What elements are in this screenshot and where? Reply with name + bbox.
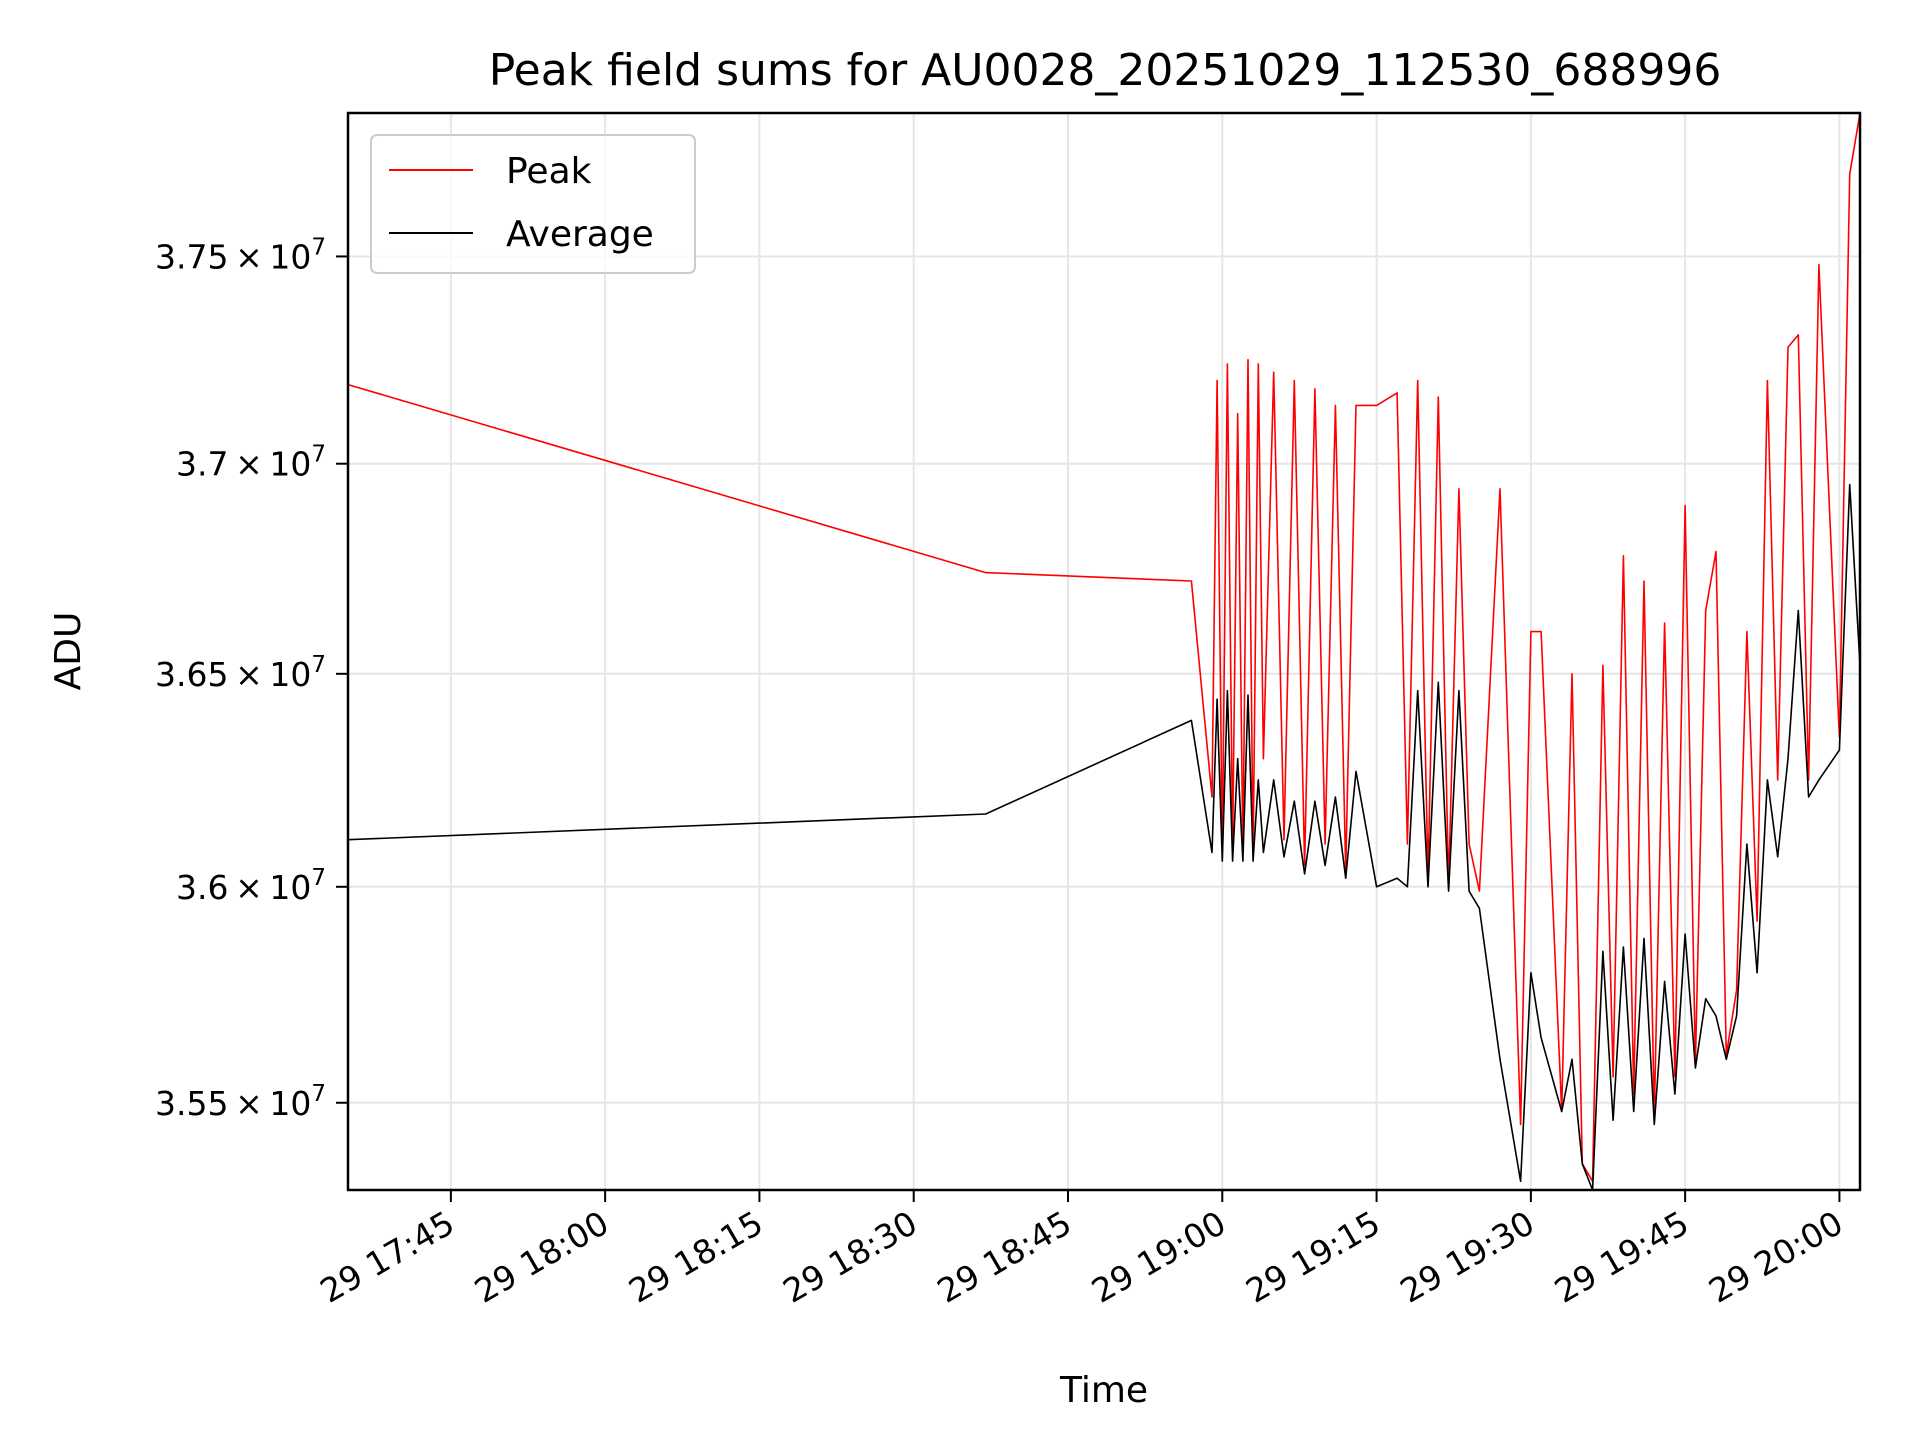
series-line-peak: [347, 112, 1861, 1183]
chart-title: Peak field sums for AU0028_20251029_1125…: [489, 45, 1722, 96]
series-layer: [347, 112, 1861, 1191]
x-axis-label: Time: [1059, 1370, 1148, 1411]
series-line-average: [347, 483, 1861, 1191]
y-tick-label: 3.7 × 107: [176, 442, 326, 484]
y-tick-label: 3.6 × 107: [176, 865, 326, 907]
y-tick-label: 3.65 × 107: [155, 652, 326, 694]
grid: [348, 113, 1860, 1190]
y-axis-label: ADU: [48, 612, 89, 691]
legend-label-peak: Peak: [506, 151, 592, 192]
legend: Peak Average: [370, 134, 696, 274]
y-tick-label: 3.75 × 107: [155, 234, 326, 276]
plot-frame: [346, 111, 1862, 1192]
legend-label-average: Average: [506, 214, 654, 255]
y-axis: 3.55 × 107 3.6 × 107 3.65 × 107 3.7 × 107 3.…: [155, 234, 348, 1123]
y-tick-label: 3.55 × 107: [155, 1081, 326, 1123]
